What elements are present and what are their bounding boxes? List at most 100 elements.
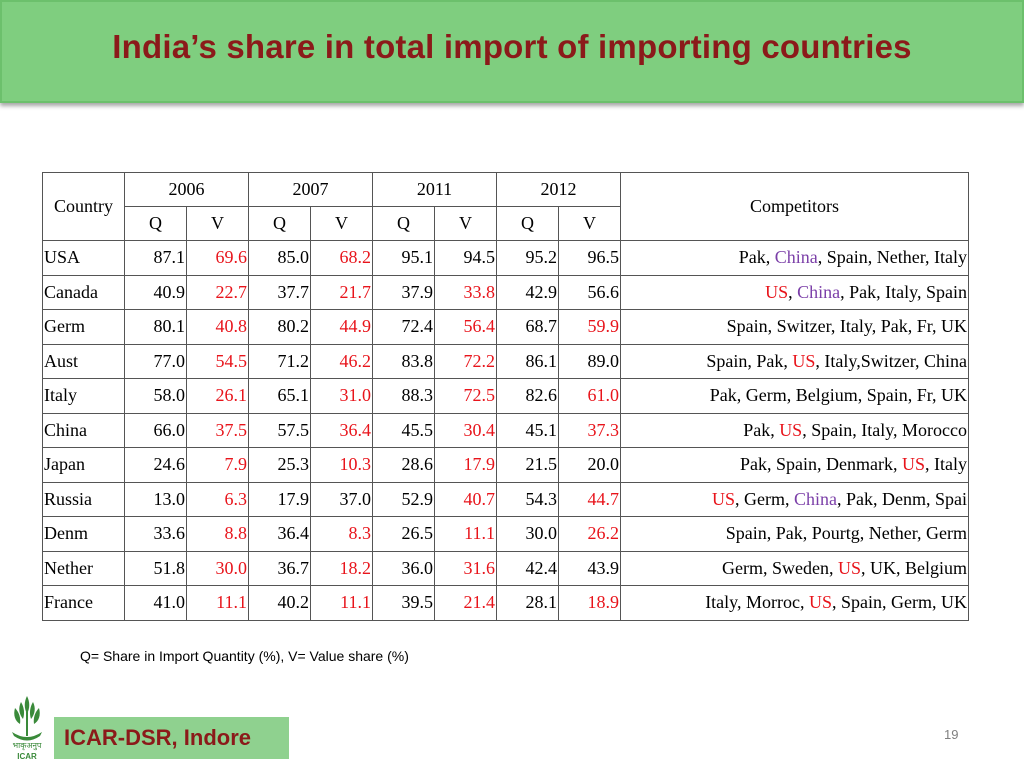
table-row: Denm 33.6 8.8 36.4 8.3 26.5 11.1 30.0 26.2 Spain,… [42,516,969,552]
quantity-share-cell: 17.9 [248,481,311,517]
quantity-share-cell: 54.3 [496,481,559,517]
q-header: Q [124,206,187,241]
quantity-share-cell: 65.1 [248,378,311,414]
logo-text: ICAR [17,752,37,761]
quantity-share-cell: 24.6 [124,447,187,483]
quantity-share-cell: 82.6 [496,378,559,414]
table-row: France 41.0 11.1 40.2 11.1 39.5 21.4 28.1 18.9 It… [42,585,969,621]
v-header: V [558,206,621,241]
value-share-cell: 54.5 [186,343,249,379]
competitor-text: Spain, Pak, [706,350,793,371]
country-cell: USA [42,240,125,276]
table-row: Canada 40.9 22.7 37.7 21.7 37.9 33.8 42.9 56.6 US… [42,274,969,310]
value-share-cell: 11.1 [186,585,249,621]
value-share-cell: 59.9 [558,309,621,345]
country-header: Country [42,172,125,241]
q-header: Q [248,206,311,241]
value-share-cell: 17.9 [434,447,497,483]
competitor-text: Pak, [743,419,780,440]
quantity-share-cell: 21.5 [496,447,559,483]
quantity-share-cell: 68.7 [496,309,559,345]
competitor-text: , Spain, Italy, Morocco [802,419,967,440]
country-cell: Nether [42,550,125,586]
value-share-cell: 21.4 [434,585,497,621]
country-cell: Japan [42,447,125,483]
competitor-text: US [779,419,803,440]
quantity-share-cell: 72.4 [372,309,435,345]
logo-hindi-text: भाकृअनुप [13,741,42,751]
value-share-cell: 40.7 [434,481,497,517]
value-share-cell: 36.4 [310,412,373,448]
competitor-text: , Spain, Nether, Italy [817,247,967,268]
value-share-cell: 30.0 [186,550,249,586]
year-header: 2007 [248,172,373,207]
competitor-text: , Italy [925,454,967,475]
footer-label: ICAR-DSR, Indore [64,725,251,750]
slide-title: India’s share in total import of importi… [112,28,912,65]
value-share-cell: 18.9 [558,585,621,621]
value-share-cell: 26.2 [558,516,621,552]
value-share-cell: 6.3 [186,481,249,517]
quantity-share-cell: 42.9 [496,274,559,310]
competitor-text: US [792,350,816,371]
header-row-years: Country 2006 2007 2011 2012 Competitors [42,172,969,241]
quantity-share-cell: 45.5 [372,412,435,448]
table-body: USA 87.1 69.6 85.0 68.2 95.1 94.5 95.2 96.5 Pak, … [42,240,969,621]
competitor-text: Pak, [738,247,775,268]
value-share-cell: 37.0 [310,481,373,517]
country-cell: Italy [42,378,125,414]
quantity-share-cell: 41.0 [124,585,187,621]
table-row: USA 87.1 69.6 85.0 68.2 95.1 94.5 95.2 96.5 Pak, … [42,240,969,276]
header-row-qv: Q V Q V Q V Q V [43,206,969,241]
value-share-cell: 11.1 [434,516,497,552]
quantity-share-cell: 52.9 [372,481,435,517]
value-share-cell: 43.9 [558,550,621,586]
title-banner [0,0,1024,103]
competitors-cell: Italy, Morroc, US, Spain, Germ, UK [620,585,969,621]
value-share-cell: 18.2 [310,550,373,586]
quantity-share-cell: 51.8 [124,550,187,586]
quantity-share-cell: 39.5 [372,585,435,621]
quantity-share-cell: 95.1 [372,240,435,276]
competitors-cell: Pak, China, Spain, Nether, Italy [620,240,969,276]
country-cell: Russia [42,481,125,517]
quantity-share-cell: 37.7 [248,274,311,310]
q-header: Q [372,206,435,241]
competitor-text: China [794,488,837,509]
quantity-share-cell: 80.1 [124,309,187,345]
quantity-share-cell: 77.0 [124,343,187,379]
competitors-cell: Germ, Sweden, US, UK, Belgium [620,550,969,586]
quantity-share-cell: 88.3 [372,378,435,414]
quantity-share-cell: 85.0 [248,240,311,276]
competitor-text: Spain, Pak, Pourtg, Nether, Germ [725,523,967,544]
competitor-text: , Pak, Italy, Spain [840,281,967,302]
v-header: V [434,206,497,241]
value-share-cell: 20.0 [558,447,621,483]
quantity-share-cell: 95.2 [496,240,559,276]
value-share-cell: 72.5 [434,378,497,414]
value-share-cell: 10.3 [310,447,373,483]
value-share-cell: 68.2 [310,240,373,276]
competitors-cell: Spain, Switzer, Italy, Pak, Fr, UK [620,309,969,345]
quantity-share-cell: 33.6 [124,516,187,552]
table-row: Germ 80.1 40.8 80.2 44.9 72.4 56.4 68.7 59.9 Spai… [42,309,969,345]
quantity-share-cell: 36.7 [248,550,311,586]
quantity-share-cell: 71.2 [248,343,311,379]
competitor-text: China [774,247,818,268]
value-share-cell: 44.9 [310,309,373,345]
page-number: 19 [944,727,959,742]
quantity-share-cell: 28.1 [496,585,559,621]
v-header: V [186,206,249,241]
quantity-share-cell: 45.1 [496,412,559,448]
quantity-share-cell: 87.1 [124,240,187,276]
competitors-cell: Pak, Spain, Denmark, US, Italy [620,447,969,483]
quantity-share-cell: 66.0 [124,412,187,448]
value-share-cell: 26.1 [186,378,249,414]
competitor-text: , Pak, Denm, Spai [837,488,967,509]
quantity-share-cell: 80.2 [248,309,311,345]
competitor-text: , Spain, Germ, UK [832,592,967,613]
competitor-text: US [809,592,833,613]
footnote: Q= Share in Import Quantity (%), V= Valu… [80,648,409,664]
country-cell: France [42,585,125,621]
table-row: Aust 77.0 54.5 71.2 46.2 83.8 72.2 86.1 89.0 Spai… [42,343,969,379]
